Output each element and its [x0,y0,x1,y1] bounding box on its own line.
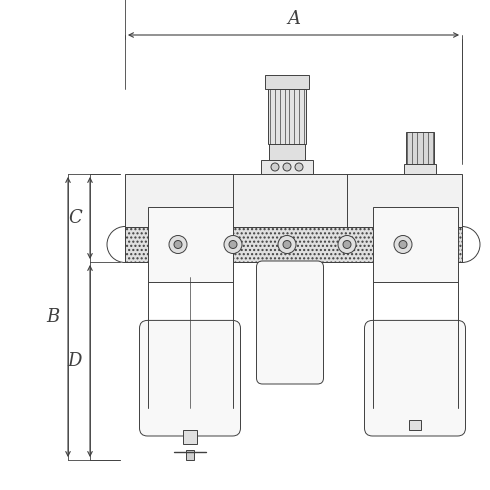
Text: B: B [47,308,60,326]
Bar [125,227,462,262]
Bar [406,132,434,164]
Circle shape [229,241,237,248]
Bar [147,207,232,282]
Circle shape [394,236,412,253]
Bar [269,144,305,160]
Circle shape [399,241,407,248]
Bar [125,227,462,262]
Circle shape [174,241,182,248]
Text: D: D [68,352,82,370]
Circle shape [278,236,296,253]
Bar [372,207,458,282]
Bar [261,160,313,174]
Bar [125,174,462,227]
Circle shape [283,241,291,248]
Circle shape [295,163,303,171]
Text: A: A [287,10,300,28]
Bar [183,430,197,444]
Bar [268,89,306,144]
Bar [409,420,421,430]
Bar [265,75,309,89]
Circle shape [338,236,356,253]
Circle shape [271,163,279,171]
FancyBboxPatch shape [365,320,466,436]
Circle shape [343,241,351,248]
Circle shape [169,236,187,253]
Bar [186,450,194,460]
Text: C: C [68,209,82,227]
Bar [404,164,436,174]
Circle shape [224,236,242,253]
FancyBboxPatch shape [256,261,323,384]
Circle shape [283,163,291,171]
FancyBboxPatch shape [140,320,241,436]
